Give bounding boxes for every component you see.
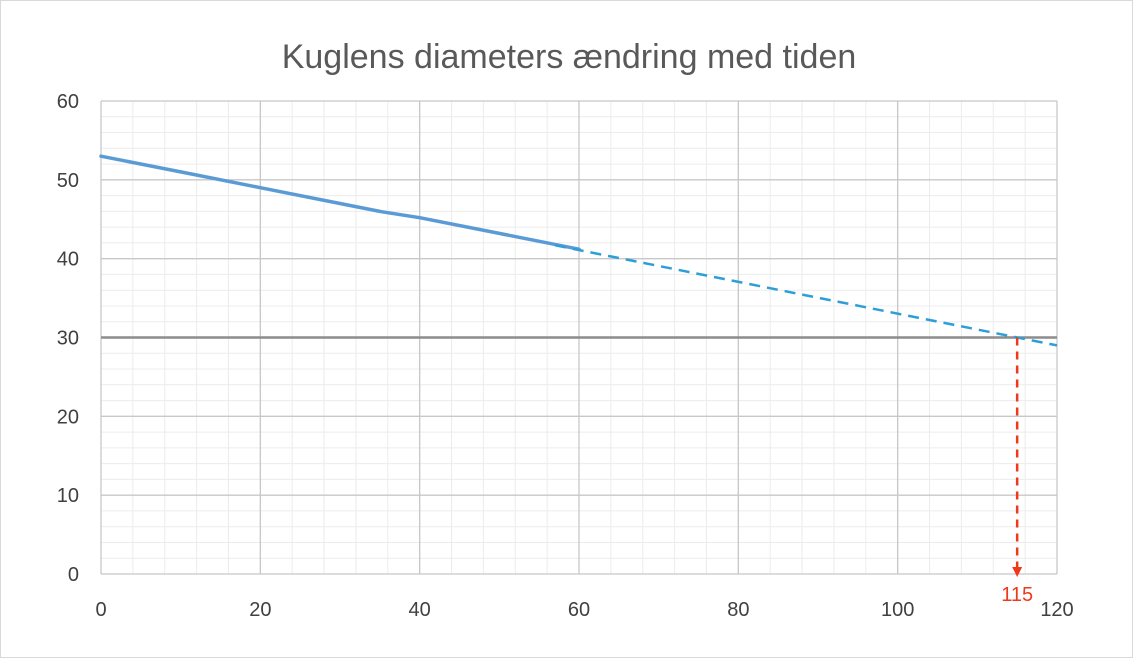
y-tick-label: 40 [57, 249, 79, 271]
series-layer [99, 154, 1058, 347]
y-tick-label: 60 [57, 91, 79, 113]
x-tick-label: 20 [249, 599, 271, 621]
y-tick-label: 20 [57, 406, 79, 428]
series-line-dashed [554, 244, 1058, 347]
x-tick-label: 80 [727, 599, 749, 621]
x-tick-label: 120 [1040, 599, 1073, 621]
annotation-label: 115 [1001, 584, 1033, 606]
x-tick-label: 40 [409, 599, 431, 621]
x-tick-label: 100 [881, 599, 914, 621]
x-tick-label: 0 [95, 599, 106, 621]
axis-tick-labels: 0 20 40 60 80 100 120 0 10 20 30 40 50 60 [57, 91, 1074, 621]
y-tick-label: 30 [57, 328, 79, 350]
y-tick-label: 10 [57, 485, 79, 507]
chart-title: Kuglens diameters ændring med tiden [282, 38, 857, 76]
y-tick-label: 0 [68, 564, 79, 586]
series-line-solid [99, 154, 581, 251]
y-tick-label: 50 [57, 170, 79, 192]
x-tick-label: 60 [568, 599, 590, 621]
annotation-layer: 115 [1001, 337, 1033, 606]
